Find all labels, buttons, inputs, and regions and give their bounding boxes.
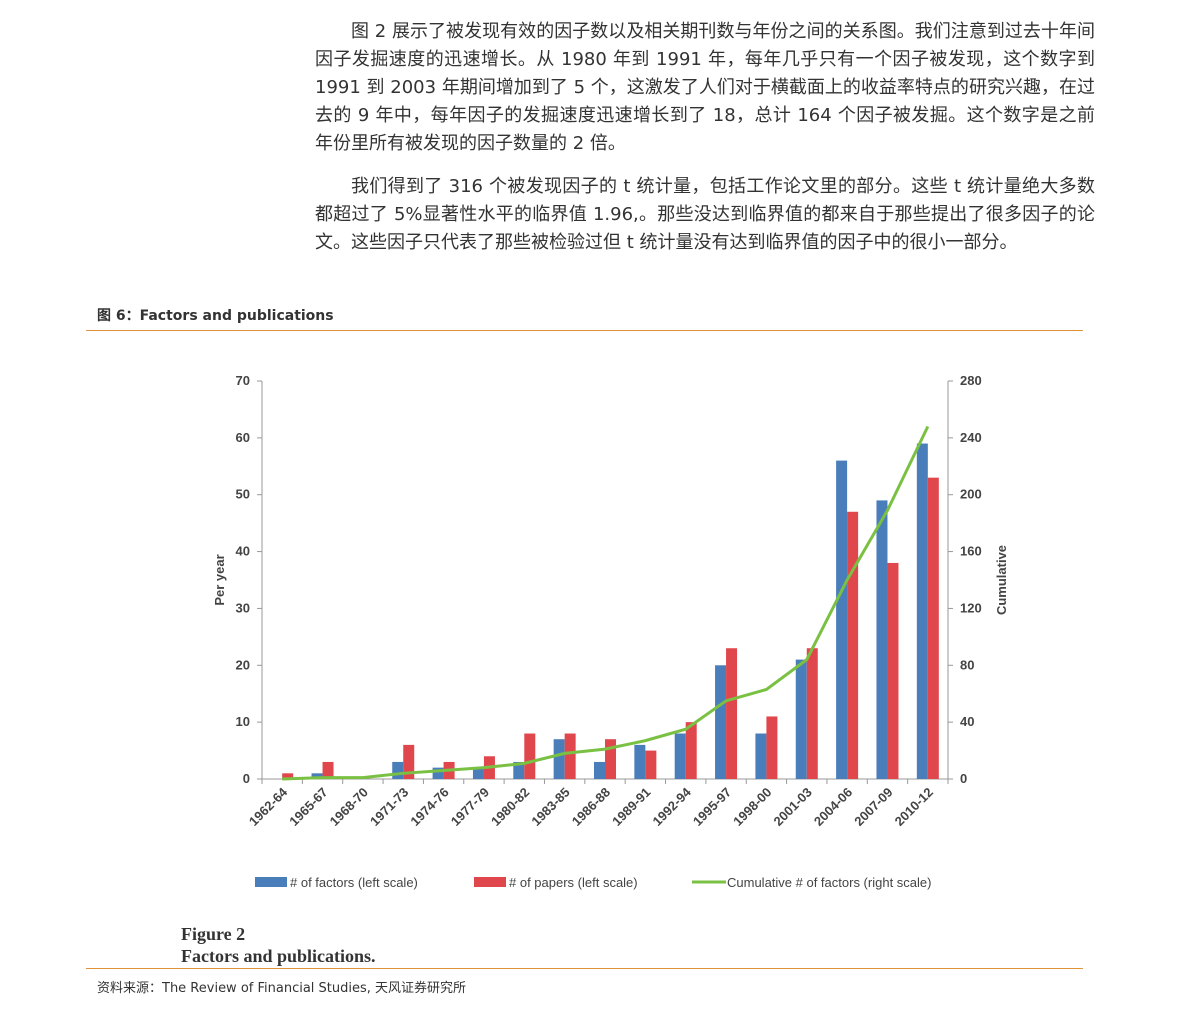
y-axis-label: Per year <box>212 554 227 605</box>
figure-label: 图 6：Factors and publications <box>97 308 334 324</box>
x-tick-label: 1980-82 <box>488 785 532 829</box>
y-tick-label: 30 <box>236 600 250 615</box>
x-tick-label: 1983-85 <box>528 785 572 829</box>
bar <box>392 761 404 779</box>
bar <box>887 562 899 779</box>
x-tick-label: 1989-91 <box>609 785 653 829</box>
x-tick-label: 1968-70 <box>327 785 371 829</box>
bar <box>553 739 565 779</box>
y2-tick-label: 80 <box>960 657 974 672</box>
x-tick-label: 2001-03 <box>771 785 815 829</box>
bar <box>847 511 859 779</box>
y2-tick-label: 240 <box>960 430 982 445</box>
legend-label: # of papers (left scale) <box>509 875 638 890</box>
bar <box>755 733 767 779</box>
bar <box>594 761 605 779</box>
caption: Figure 2 <box>181 924 246 944</box>
divider <box>86 968 1083 969</box>
bar <box>605 739 616 779</box>
bar <box>927 477 939 779</box>
bar <box>674 733 686 779</box>
line <box>282 425 930 781</box>
x-tick-label: 1974-76 <box>407 785 451 829</box>
x-tick-label: 1998-00 <box>730 785 774 829</box>
paragraph: 图 2 展示了被发现有效的因子数以及相关期刊数与年份之间的关系图。我们注意到过去… <box>315 21 1096 154</box>
y2-tick-label: 160 <box>960 544 982 559</box>
bar <box>645 750 657 779</box>
y-tick-label: 20 <box>236 657 250 672</box>
x-tick-label: 1965-67 <box>286 785 330 829</box>
y2-axis-label: Cumulative <box>994 545 1009 615</box>
bar <box>806 648 818 779</box>
y-tick-label: 10 <box>236 714 250 729</box>
x-tick-label: 2007-09 <box>851 785 895 829</box>
y2-tick-label: 200 <box>960 487 982 502</box>
bar <box>322 761 334 779</box>
legend-label: # of factors (left scale) <box>290 875 418 890</box>
bar <box>836 460 848 779</box>
y-tick-label: 50 <box>236 487 250 502</box>
y2-tick-label: 0 <box>960 771 967 786</box>
x-tick-label: 1995-97 <box>690 785 734 829</box>
divider <box>86 330 1083 331</box>
legend-swatch <box>255 877 287 887</box>
bar <box>311 773 323 779</box>
bar <box>472 767 484 779</box>
bar <box>403 744 415 779</box>
y-tick-label: 70 <box>236 373 250 388</box>
x-tick-label: 1971-73 <box>367 785 411 829</box>
y2-tick-label: 120 <box>960 600 982 615</box>
legend-swatch <box>474 877 506 887</box>
y-tick-label: 40 <box>236 544 250 559</box>
source: 资料来源：The Review of Financial Studies, 天风… <box>97 981 467 996</box>
y-tick-label: 0 <box>243 771 250 786</box>
y-tick-label: 60 <box>236 430 250 445</box>
bar <box>916 443 928 779</box>
y2-tick-label: 280 <box>960 373 982 388</box>
x-tick-label: 1962-64 <box>246 784 291 829</box>
bar <box>726 648 738 779</box>
bar <box>432 767 444 779</box>
caption: Factors and publications. <box>181 946 376 966</box>
paragraph: 我们得到了 316 个被发现因子的 t 统计量，包括工作论文里的部分。这些 t … <box>315 176 1095 253</box>
y2-tick-label: 40 <box>960 714 974 729</box>
bar <box>685 722 697 779</box>
chart: 0 10 20 30 40 50 60 70 0 40 80 120 160 200 240 280 Per y… <box>212 373 1009 890</box>
bar <box>564 733 576 779</box>
legend-label: Cumulative # of factors (right scale) <box>727 875 931 890</box>
bar <box>876 500 888 779</box>
bar <box>795 659 807 779</box>
bar <box>766 716 778 779</box>
x-tick-label: 1977-79 <box>448 785 492 829</box>
x-tick-label: 1986-88 <box>569 785 613 829</box>
bar <box>513 761 525 779</box>
x-tick-label: 2010-12 <box>892 785 936 829</box>
bar <box>715 665 727 779</box>
bar <box>282 773 294 779</box>
bar <box>524 733 536 779</box>
x-tick-label: 1992-94 <box>649 784 694 829</box>
x-tick-label: 2004-06 <box>811 785 855 829</box>
bar <box>634 744 646 779</box>
